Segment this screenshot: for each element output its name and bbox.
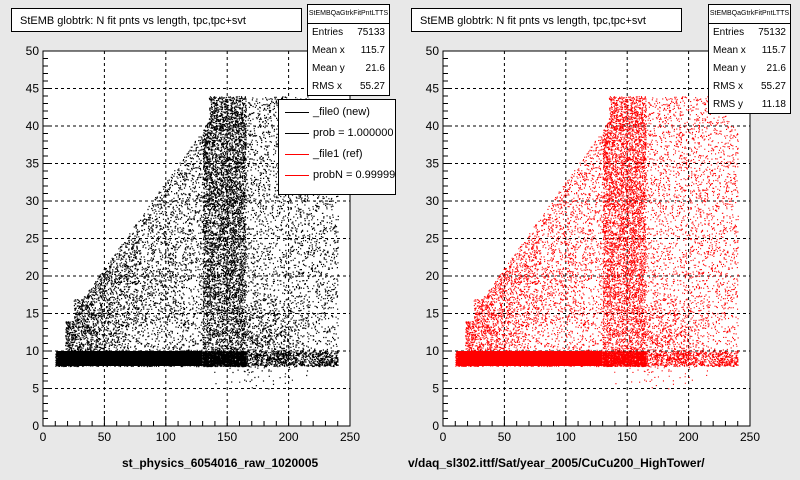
right-plot-svg: 0 50 100 150 200 250 0 5 10 15 20 25 30 35 40 45 50 — [426, 44, 761, 444]
x-tick-label: 50 — [98, 430, 112, 444]
x-tick-label: 250 — [340, 430, 360, 444]
left-stats-value: 55.27 — [359, 81, 385, 92]
left-stats-row: Entries 75133 — [308, 24, 389, 42]
right-stats-name: StEMBQaGtrkFitPntLTTS — [709, 5, 790, 24]
y-tick-label: 45 — [426, 82, 440, 96]
right-pad: 0 50 100 150 200 250 0 5 10 15 20 25 30 35 40 45 50 StEM… — [400, 0, 800, 480]
y-tick-label: 45 — [26, 82, 40, 96]
legend-label: prob = 1.000000 — [313, 127, 394, 139]
right-stats-row: Mean y 21.6 — [709, 60, 790, 78]
right-x-axis-title: v/daq_sl302.ittf/Sat/year_2005/CuCu200_H… — [408, 456, 705, 470]
right-stats-row: Entries 75132 — [709, 24, 790, 42]
right-scatter-points — [455, 96, 739, 390]
legend-entry: prob = 1.000000 — [279, 123, 395, 144]
x-tick-label: 150 — [217, 430, 237, 444]
y-tick-label: 50 — [26, 44, 40, 58]
legend-entry: probN = 0.999997 — [279, 165, 395, 186]
right-stats-row: RMS y 11.18 — [709, 96, 790, 114]
right-stats-row: RMS x 55.27 — [709, 78, 790, 96]
x-tick-label: 100 — [556, 430, 576, 444]
right-plot-title-text: StEMB globtrk: N fit pnts vs length, tpc… — [420, 15, 646, 27]
left-legend: _file0 (new) prob = 1.000000 _file1 (ref… — [278, 99, 396, 195]
right-stats-label: Mean y — [713, 63, 746, 74]
left-pad: 0 50 100 150 200 250 0 5 10 15 20 25 30 35 40 45 50 StEM… — [11, 4, 396, 470]
left-plot-title-text: StEMB globtrk: N fit pnts vs length, tpc… — [20, 15, 246, 27]
legend-line-marker — [285, 175, 309, 176]
left-axis-ticks — [42, 50, 351, 427]
left-stats-label: Mean x — [312, 45, 345, 56]
left-stats-label: RMS x — [312, 81, 342, 92]
legend-label: probN = 0.999997 — [313, 169, 396, 181]
y-tick-label: 20 — [426, 269, 440, 283]
legend-line-marker — [285, 112, 309, 113]
right-stats-value: 115.7 — [761, 45, 786, 56]
legend-label: _file1 (ref) — [313, 148, 363, 160]
y-tick-label: 5 — [432, 382, 439, 396]
x-tick-label: 200 — [279, 430, 299, 444]
legend-entry: _file1 (ref) — [279, 144, 395, 165]
right-stats-label: Mean x — [713, 45, 746, 56]
dense-band — [57, 351, 203, 366]
y-tick-label: 25 — [426, 232, 440, 246]
right-axis-ticks — [442, 50, 751, 427]
y-tick-label: 15 — [26, 307, 40, 321]
left-scatter-points — [55, 96, 339, 390]
y-tick-label: 30 — [426, 194, 440, 208]
x-tick-label: 100 — [156, 430, 176, 444]
right-plot-title: StEMB globtrk: N fit pnts vs length, tpc… — [411, 8, 682, 32]
right-stats-label: RMS y — [713, 99, 743, 110]
right-stats-row: Mean x 115.7 — [709, 42, 790, 60]
right-stats-box: StEMBQaGtrkFitPntLTTS Entries 75132 Mean… — [708, 4, 791, 114]
y-tick-label: 35 — [26, 157, 40, 171]
scatter-points — [455, 96, 739, 390]
scatter-points — [55, 96, 339, 390]
left-stats-row: RMS x 55.27 — [308, 78, 389, 96]
x-tick-label: 150 — [617, 430, 637, 444]
left-stats-name: StEMBQaGtrkFitPntLTTS — [308, 5, 389, 24]
left-x-axis-title: st_physics_6054016_raw_1020005 — [122, 456, 319, 470]
legend-entry: _file0 (new) — [279, 102, 395, 123]
right-stats-value: 55.27 — [760, 81, 786, 92]
y-tick-label: 25 — [26, 232, 40, 246]
x-tick-label: 250 — [740, 430, 760, 444]
right-stats-value: 21.6 — [766, 63, 786, 74]
left-stats-label: Mean y — [312, 63, 345, 74]
left-stats-value: 21.6 — [365, 63, 385, 74]
right-stats-value: 75132 — [758, 27, 786, 38]
y-tick-label: 40 — [426, 119, 440, 133]
y-tick-label: 10 — [26, 344, 40, 358]
y-tick-label: 5 — [32, 382, 39, 396]
x-tick-label: 200 — [679, 430, 699, 444]
y-tick-label: 20 — [26, 269, 40, 283]
x-tick-label: 0 — [440, 430, 447, 444]
right-stats-label: Entries — [713, 27, 745, 38]
left-tick-labels: 0 50 100 150 200 250 0 5 10 15 20 25 30 35 40 45 50 — [26, 44, 361, 444]
right-stats-label: RMS x — [713, 81, 743, 92]
y-tick-label: 15 — [426, 307, 440, 321]
dense-band — [457, 351, 603, 366]
legend-line-marker — [285, 154, 309, 155]
left-stats-value: 75133 — [357, 27, 385, 38]
y-tick-label: 50 — [426, 44, 440, 58]
y-tick-label: 40 — [26, 119, 40, 133]
right-stats-value: 11.18 — [761, 99, 786, 110]
x-tick-label: 50 — [498, 430, 512, 444]
left-plot-title: StEMB globtrk: N fit pnts vs length, tpc… — [11, 8, 302, 32]
left-stats-value: 115.7 — [360, 45, 385, 56]
left-stats-label: Entries — [312, 27, 344, 38]
y-tick-label: 30 — [26, 194, 40, 208]
y-tick-label: 0 — [32, 419, 39, 433]
left-stats-row: Mean y 21.6 — [308, 60, 389, 78]
legend-line-marker — [285, 133, 309, 134]
right-tick-labels: 0 50 100 150 200 250 0 5 10 15 20 25 30 35 40 45 50 — [426, 44, 761, 444]
y-tick-label: 35 — [426, 157, 440, 171]
left-stats-box: StEMBQaGtrkFitPntLTTS Entries 75133 Mean… — [307, 4, 390, 96]
x-tick-label: 0 — [40, 430, 47, 444]
y-tick-label: 0 — [432, 419, 439, 433]
legend-label: _file0 (new) — [313, 106, 370, 118]
y-tick-label: 10 — [426, 344, 440, 358]
left-stats-row: Mean x 115.7 — [308, 42, 389, 60]
